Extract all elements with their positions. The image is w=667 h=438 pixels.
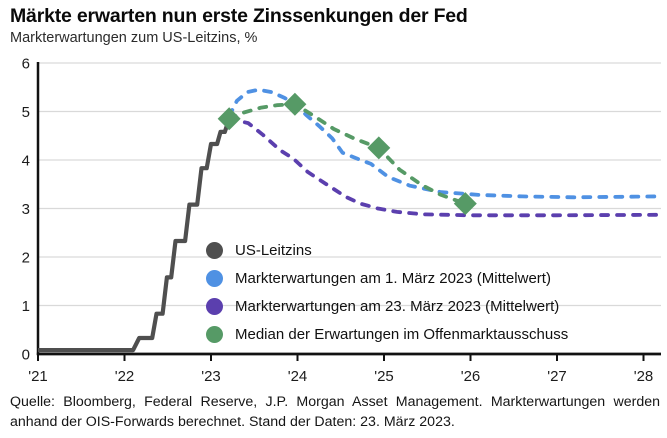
y-axis-tick-label: 5	[22, 104, 30, 121]
series-line-3	[227, 102, 468, 206]
series-line-0	[38, 118, 232, 353]
y-axis-tick-label: 6	[22, 56, 30, 73]
y-axis-tick-label: 0	[22, 347, 30, 364]
median-diamond-marker	[217, 107, 241, 131]
x-axis-tick-label: '22	[115, 368, 135, 385]
x-axis-tick-label: '28	[634, 368, 654, 385]
legend-item-label: US-Leitzins	[235, 241, 312, 259]
legend-item: US-Leitzins	[206, 236, 568, 264]
x-axis-tick-label: '25	[374, 368, 394, 385]
legend-item: Median der Erwartungen im Offenmarktauss…	[206, 320, 568, 348]
legend-item: Markterwartungen am 23. März 2023 (Mitte…	[206, 292, 568, 320]
y-axis-tick-label: 3	[22, 201, 30, 218]
y-axis-tick-label: 1	[22, 298, 30, 315]
x-axis-tick-label: '26	[461, 368, 481, 385]
chart-legend: US-Leitzins Markterwartungen am 1. März 2…	[206, 236, 568, 348]
legend-marker-icon	[206, 241, 223, 259]
median-diamond-marker	[453, 192, 477, 216]
legend-item: Markterwartungen am 1. März 2023 (Mittel…	[206, 264, 568, 292]
source-note: Quelle: Bloomberg, Federal Reserve, J.P.…	[10, 394, 660, 431]
chart-title: Märkte erwarten nun erste Zinssenkungen …	[10, 5, 468, 27]
legend-item-label: Markterwartungen am 23. März 2023 (Mitte…	[235, 297, 560, 315]
x-axis-tick-label: '21	[28, 368, 48, 385]
x-axis-tick-label: '24	[288, 368, 308, 385]
legend-item-label: Median der Erwartungen im Offenmarktauss…	[235, 325, 569, 343]
legend-item-label: Markterwartungen am 1. März 2023 (Mittel…	[235, 269, 551, 287]
legend-marker-icon	[206, 297, 223, 315]
x-axis-tick-label: '27	[547, 368, 567, 385]
x-axis-tick-label: '23	[201, 368, 221, 385]
y-axis-tick-label: 2	[22, 250, 30, 267]
legend-marker-icon	[206, 269, 223, 287]
series-line-1	[227, 87, 661, 200]
chart-subtitle: Markterwartungen zum US-Leitzins, %	[10, 30, 258, 46]
line-chart: 0 1 2 3 4 5 6 '21 '22 '23 '24 '25 '26 '27 '28	[22, 56, 661, 385]
median-diamond-marker	[367, 136, 391, 160]
legend-marker-icon	[206, 325, 223, 343]
median-diamond-marker	[283, 92, 307, 116]
series-line-2	[227, 116, 661, 218]
y-axis-tick-label: 4	[22, 153, 30, 170]
